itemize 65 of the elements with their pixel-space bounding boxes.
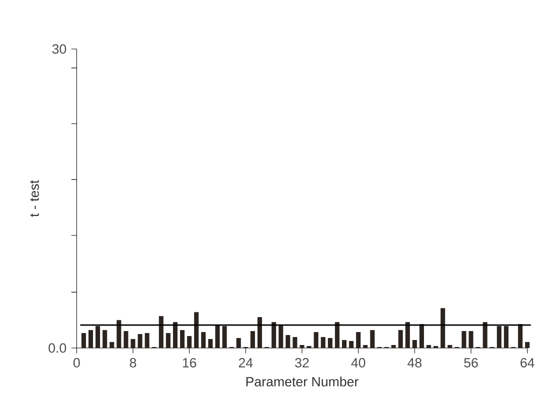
- bar: [138, 334, 142, 348]
- bar: [496, 326, 502, 348]
- bar: [349, 341, 354, 348]
- bar: [81, 333, 86, 348]
- x-tick-label: 8: [130, 358, 136, 368]
- y-axis-title: t - test: [30, 180, 39, 217]
- bar: [187, 336, 192, 348]
- bar: [363, 345, 368, 348]
- bar: [208, 339, 213, 348]
- bar: [398, 330, 403, 348]
- bar: [292, 337, 298, 348]
- bar: [96, 326, 100, 348]
- bar: [448, 345, 452, 348]
- bar: [166, 333, 170, 348]
- bar: [525, 342, 530, 348]
- bar: [482, 322, 488, 348]
- bar: [391, 345, 396, 348]
- bar: [320, 337, 326, 348]
- bar: [504, 326, 508, 348]
- bar: [172, 322, 178, 348]
- bar: [300, 345, 304, 348]
- bar: [158, 316, 164, 348]
- bar: [215, 325, 220, 348]
- bar: [334, 322, 340, 348]
- x-tick-label: 16: [182, 358, 196, 368]
- bar: [250, 331, 255, 348]
- x-tick-label: 48: [408, 358, 422, 368]
- y-tick-label: 0.0: [48, 343, 66, 353]
- bar: [124, 331, 128, 348]
- bar: [278, 325, 284, 348]
- bar: [426, 345, 432, 348]
- bar: [272, 322, 276, 348]
- x-tick-label: 56: [464, 358, 478, 368]
- bar: [328, 338, 332, 348]
- bar: [144, 333, 150, 348]
- bar: [130, 339, 136, 348]
- bar: [110, 342, 114, 348]
- bar: [462, 331, 466, 348]
- bar: [222, 326, 227, 348]
- x-tick-label: 40: [351, 358, 366, 368]
- x-tick-label: 32: [295, 358, 309, 368]
- bar: [88, 330, 94, 348]
- bar: [405, 322, 410, 348]
- bar: [236, 338, 241, 348]
- bar: [257, 317, 262, 348]
- x-tick-label: 0: [73, 358, 80, 368]
- x-axis-title: Parameter Number: [246, 376, 358, 386]
- y-tick-label: 30: [52, 44, 66, 54]
- bar: [102, 330, 108, 348]
- bar: [342, 340, 347, 348]
- bar: [356, 332, 361, 348]
- bar: [412, 340, 417, 348]
- bar: [440, 308, 446, 348]
- bar: [194, 312, 199, 348]
- x-tick-label: 24: [238, 358, 253, 368]
- bar: [286, 335, 290, 348]
- x-tick-label: 64: [520, 358, 534, 368]
- bar: [518, 324, 523, 348]
- bar: [314, 332, 318, 348]
- bar: [370, 330, 375, 348]
- bar: [201, 332, 206, 348]
- bar: [419, 324, 424, 348]
- bar: [116, 320, 122, 348]
- bar: [468, 331, 474, 348]
- bar: [180, 330, 185, 348]
